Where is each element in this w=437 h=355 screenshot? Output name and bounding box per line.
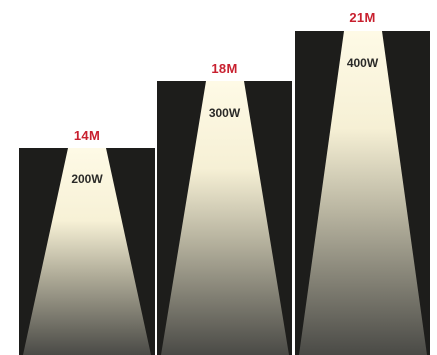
power-label: 300W [208, 106, 241, 120]
height-label: 18M [211, 61, 238, 76]
light-beam-panel-18m [157, 81, 292, 355]
height-label: 21M [349, 10, 376, 25]
light-cone-graphic [299, 31, 427, 355]
light-cone [23, 148, 151, 355]
light-beam-panel-21m [295, 31, 430, 355]
light-cone [299, 31, 427, 355]
light-cone [161, 81, 289, 355]
light-beam-panel-14m [19, 148, 155, 355]
light-cone-graphic [23, 148, 151, 355]
power-label: 400W [346, 56, 379, 70]
power-label: 200W [71, 172, 103, 186]
light-cone-graphic [161, 81, 289, 355]
height-label: 14M [73, 128, 101, 143]
